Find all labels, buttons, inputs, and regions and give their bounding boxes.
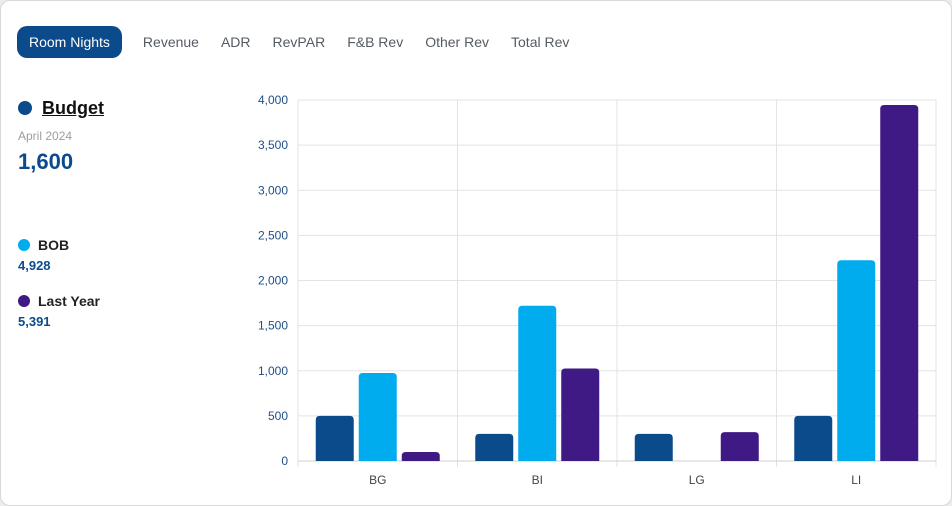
legend-budget-period: April 2024 [18, 129, 73, 143]
metric-tabs: Room Nights Revenue ADR RevPAR F&B Rev O… [17, 26, 580, 58]
y-tick-label: 1,500 [258, 319, 288, 333]
bar-last-year-bi[interactable] [561, 368, 600, 461]
bar-budget-bg[interactable] [315, 415, 354, 461]
tab-adr[interactable]: ADR [220, 34, 251, 50]
y-tick-label: 4,000 [258, 93, 288, 107]
y-tick-label: 1,000 [258, 364, 288, 378]
y-tick-label: 3,000 [258, 183, 288, 197]
bar-budget-bi[interactable] [475, 433, 514, 461]
bar-bob-bg[interactable] [358, 373, 397, 461]
y-tick-label: 2,000 [258, 274, 288, 288]
bar-last-year-li[interactable] [880, 104, 919, 462]
tab-fb-rev[interactable]: F&B Rev [347, 34, 404, 50]
y-tick-label: 2,500 [258, 228, 288, 242]
bar-bob-bi[interactable] [518, 305, 557, 461]
x-category-label: LI [851, 473, 861, 487]
bar-budget-li[interactable] [794, 415, 833, 461]
last-year-dot-icon [18, 295, 30, 307]
tab-room-nights[interactable]: Room Nights [17, 26, 122, 58]
bar-last-year-lg[interactable] [720, 432, 759, 461]
y-tick-label: 3,500 [258, 138, 288, 152]
tab-other-rev[interactable]: Other Rev [425, 34, 490, 50]
y-tick-label: 0 [281, 454, 288, 468]
legend-budget-value: 1,600 [18, 149, 74, 174]
legend-bob-value: 4,928 [18, 258, 51, 273]
tab-revenue[interactable]: Revenue [142, 34, 199, 50]
budget-dot-icon [18, 101, 32, 115]
legend-bob-name: BOB [38, 237, 70, 253]
bar-budget-lg[interactable] [634, 433, 673, 461]
x-category-label: LG [689, 473, 705, 487]
legend-budget-title[interactable]: Budget [42, 97, 104, 118]
bar-bob-li[interactable] [837, 260, 876, 461]
tab-total-rev[interactable]: Total Rev [511, 34, 570, 50]
bob-dot-icon [18, 239, 30, 251]
y-tick-label: 500 [268, 409, 288, 423]
legend-last-year-value: 5,391 [18, 314, 51, 329]
legend-last-year-name: Last Year [38, 293, 101, 309]
bar-last-year-bg[interactable] [401, 451, 440, 461]
x-category-label: BI [532, 473, 543, 487]
chart-legend: Budget April 2024 1,600 BOB 4,928 Last Y… [18, 96, 238, 329]
tab-revpar[interactable]: RevPAR [272, 34, 326, 50]
x-category-label: BG [369, 473, 386, 487]
legend-bob[interactable]: BOB 4,928 [18, 236, 69, 273]
legend-last-year[interactable]: Last Year 5,391 [18, 292, 100, 329]
legend-budget[interactable]: Budget [18, 96, 238, 120]
